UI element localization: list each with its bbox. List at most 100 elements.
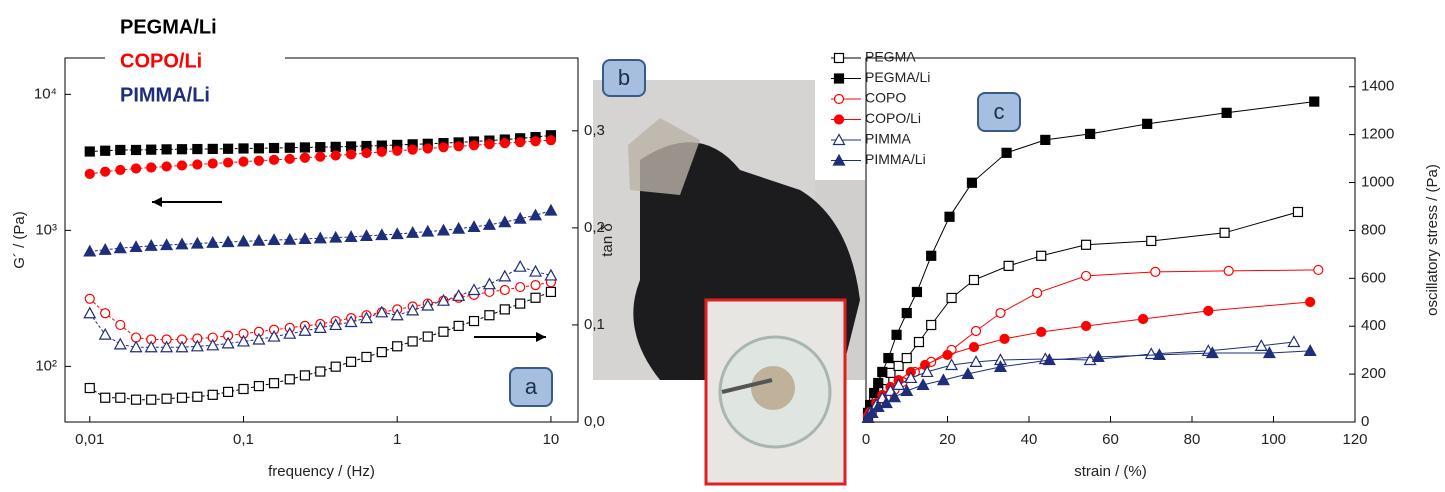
marker (115, 243, 126, 253)
marker (1082, 240, 1091, 249)
marker (177, 393, 186, 402)
marker (454, 321, 463, 330)
marker (285, 375, 294, 384)
marker (531, 293, 540, 302)
arrow-head (536, 332, 546, 342)
marker (515, 261, 526, 271)
marker (484, 219, 495, 229)
y-tick-label: 1000 (1361, 173, 1394, 190)
marker (270, 155, 279, 164)
marker (500, 139, 509, 148)
marker (969, 343, 978, 352)
legend-entry: PEGMA (865, 49, 916, 65)
marker (1151, 267, 1160, 276)
marker (347, 357, 356, 366)
marker (270, 379, 279, 388)
y-tick-label: 200 (1361, 365, 1386, 382)
marker (516, 283, 525, 292)
marker (408, 337, 417, 346)
y2-tick-label: 0,3 (584, 122, 605, 139)
marker (193, 145, 202, 154)
marker (161, 342, 172, 352)
marker (835, 115, 844, 124)
y2-axis-label: tan δ (599, 223, 616, 256)
marker (316, 152, 325, 161)
marker (874, 378, 883, 387)
legend-entry: PIMMA/Li (120, 84, 210, 106)
marker (1033, 288, 1042, 297)
marker (500, 305, 509, 314)
marker (239, 157, 248, 166)
marker (1224, 266, 1233, 275)
legend-entry: PEGMA/Li (865, 69, 930, 85)
marker (1037, 251, 1046, 260)
y-tick-label: 10³ (35, 221, 57, 238)
marker (438, 225, 449, 235)
series-line (868, 270, 1318, 416)
marker (1220, 228, 1229, 237)
marker (484, 279, 495, 289)
x-tick-label: 1 (393, 431, 401, 448)
y2-tick-label: 0,1 (584, 316, 605, 333)
marker (254, 382, 263, 391)
marker (546, 287, 555, 296)
marker (1306, 298, 1315, 307)
marker (943, 350, 952, 359)
marker (1041, 135, 1050, 144)
marker (316, 367, 325, 376)
marker (84, 308, 95, 318)
marker (315, 233, 326, 243)
x-axis-label: frequency / (Hz) (268, 463, 375, 480)
marker (362, 352, 371, 361)
panel-label: c (994, 99, 1005, 124)
marker (902, 309, 911, 318)
marker (224, 387, 233, 396)
marker (331, 151, 340, 160)
marker (300, 153, 309, 162)
marker (254, 156, 263, 165)
marker (1082, 271, 1091, 280)
marker (947, 293, 956, 302)
x-tick-label: 120 (1342, 431, 1367, 448)
x-tick-label: 60 (1102, 431, 1119, 448)
marker (969, 275, 978, 284)
marker (85, 294, 94, 303)
marker (531, 281, 540, 290)
x-axis-label: strain / (%) (1074, 463, 1147, 480)
marker (1204, 306, 1213, 315)
marker (116, 165, 125, 174)
marker (132, 164, 141, 173)
marker (546, 136, 555, 145)
marker (254, 144, 263, 153)
marker (115, 339, 126, 349)
marker (516, 138, 525, 147)
marker (393, 146, 402, 155)
x-tick-label: 0,1 (233, 431, 254, 448)
marker (116, 320, 125, 329)
marker (470, 141, 479, 150)
x-tick-label: 0 (862, 431, 870, 448)
marker (285, 154, 294, 163)
marker (331, 362, 340, 371)
y-tick-label: 1400 (1361, 78, 1394, 95)
marker (439, 327, 448, 336)
marker (1000, 334, 1009, 343)
marker (530, 210, 541, 220)
series-line (90, 211, 551, 252)
marker (101, 393, 110, 402)
y-tick-label: 10² (35, 357, 57, 374)
panel-label: b (618, 65, 630, 90)
marker (516, 299, 525, 308)
marker (101, 309, 110, 318)
marker (224, 158, 233, 167)
marker (902, 354, 911, 363)
marker (299, 233, 310, 243)
marker (1004, 261, 1013, 270)
marker (101, 167, 110, 176)
marker (284, 234, 295, 244)
marker (193, 160, 202, 169)
marker (208, 390, 217, 399)
marker (1037, 327, 1046, 336)
marker (1082, 321, 1091, 330)
marker (285, 143, 294, 152)
